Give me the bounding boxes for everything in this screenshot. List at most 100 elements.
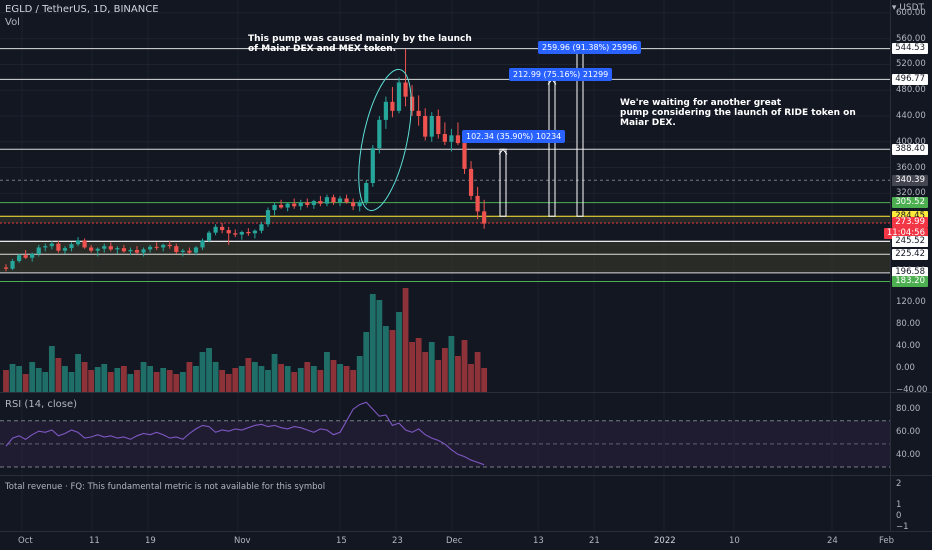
price-level-label: 225.42 <box>892 248 928 260</box>
volume-bar <box>435 360 442 392</box>
price-tick-label: 600.00 <box>896 7 926 18</box>
volume-bar <box>252 362 258 392</box>
time-tick-label: 13 <box>533 536 544 546</box>
volume-bar <box>383 326 389 392</box>
volume-bar <box>114 368 121 392</box>
candle-body <box>482 211 487 224</box>
revenue-tick-label: 0 <box>896 511 902 521</box>
volume-bar <box>297 368 304 392</box>
candle-body <box>370 148 375 184</box>
candle-body <box>36 247 41 254</box>
time-tick-label: 15 <box>336 536 347 546</box>
candle-body <box>377 119 382 149</box>
price-tick-label: 320.00 <box>896 188 926 199</box>
candle-body <box>311 201 316 205</box>
volume-tick-label: 40.00 <box>896 341 921 351</box>
volume-bar <box>219 370 226 392</box>
candle-body <box>292 203 297 207</box>
volume-bar <box>396 312 402 392</box>
time-tick-label: 2022 <box>654 536 676 546</box>
candle-body <box>23 255 28 258</box>
candle-body <box>246 232 251 234</box>
support-zones <box>0 216 890 273</box>
rsi-tick-label: 80.00 <box>896 404 921 415</box>
candle-body <box>134 250 140 253</box>
candle-body <box>115 248 120 250</box>
symbol-title[interactable]: EGLD / TetherUS, 1D, BINANCE <box>5 4 159 15</box>
candle-body <box>95 248 100 251</box>
wait-annotation-line-3: Maiar DEX. <box>620 118 676 128</box>
candle-body <box>30 253 35 258</box>
volume-bar <box>324 352 330 392</box>
volume-bar <box>206 348 212 392</box>
candle-body <box>200 240 205 248</box>
time-tick-label: Oct <box>18 536 33 546</box>
candle-body <box>121 248 126 252</box>
candle-body <box>49 243 54 247</box>
price-tick-label: 480.00 <box>896 85 926 96</box>
revenue-legend[interactable]: Total revenue · FQ: This fundamental met… <box>5 482 326 492</box>
support-zone-fill <box>0 241 890 273</box>
candle-body <box>475 195 480 212</box>
candle-body <box>259 224 264 231</box>
volume-bar <box>140 362 147 392</box>
pump-annotation-line-2: of Maiar DEX and MEX token. <box>248 44 397 54</box>
candle-body <box>89 247 94 251</box>
candle-body <box>272 204 277 211</box>
candle-body <box>187 250 192 253</box>
measure-label-2[interactable]: 212.99 (75.16%) 21299 <box>509 68 613 81</box>
candle-body <box>298 202 303 207</box>
pane-separator-rsi[interactable] <box>0 392 932 393</box>
candle-body <box>193 247 199 253</box>
candle-body <box>429 116 434 137</box>
volume-bar <box>166 370 173 392</box>
volume-bar <box>245 358 252 392</box>
rsi-legend[interactable]: RSI (14, close) <box>5 399 78 410</box>
price-level-label: 183.20 <box>892 275 928 287</box>
volume-bar <box>363 332 370 392</box>
wait-annotation[interactable]: We're waiting for another great pump con… <box>620 98 856 128</box>
volume-bar <box>265 370 271 392</box>
vol-legend[interactable]: Vol <box>5 17 20 28</box>
revenue-tick-label: 2 <box>896 479 902 489</box>
time-tick-label: 21 <box>589 536 600 546</box>
volume-bar <box>474 352 481 392</box>
measure-label-1[interactable]: 259.96 (91.38%) 25996 <box>538 41 642 54</box>
candle-body <box>206 232 212 241</box>
candle-body <box>351 202 356 207</box>
candle-body <box>403 82 408 97</box>
candle-body <box>265 210 271 225</box>
pump-annotation[interactable]: This pump was caused mainly by the launc… <box>248 34 472 54</box>
candle-body <box>69 244 74 249</box>
time-tick-label: Feb <box>879 536 895 546</box>
volume-bar <box>428 342 435 392</box>
candle-body <box>141 249 146 253</box>
price-axis-border <box>890 0 891 531</box>
candle-body <box>364 183 369 203</box>
candle-body <box>108 246 113 250</box>
currency-selector[interactable]: ▾ USDT <box>892 3 924 13</box>
price-tick-label: 440.00 <box>896 111 926 121</box>
volume-bar <box>330 360 337 392</box>
candle-body <box>390 101 395 111</box>
volume-bar <box>376 300 383 392</box>
pane-separator-revenue[interactable] <box>0 475 932 476</box>
volume-bar <box>94 367 101 392</box>
candle-body <box>279 204 284 208</box>
volume-bar <box>193 366 199 392</box>
candle-body <box>75 240 81 245</box>
candle-body <box>285 203 290 208</box>
price-level-label: 273.99 <box>892 217 928 229</box>
measure-arrow <box>499 148 507 217</box>
candle-body <box>331 197 336 203</box>
measure-label-3[interactable]: 102.34 (35.90%) 10234 <box>462 130 566 143</box>
volume-bar <box>101 364 108 392</box>
volume-bar <box>16 366 22 392</box>
candle-body <box>226 230 231 234</box>
volume-bar <box>441 348 448 392</box>
volume-bar <box>88 370 95 392</box>
volume-bar <box>68 372 75 392</box>
volume-bar <box>369 294 376 392</box>
